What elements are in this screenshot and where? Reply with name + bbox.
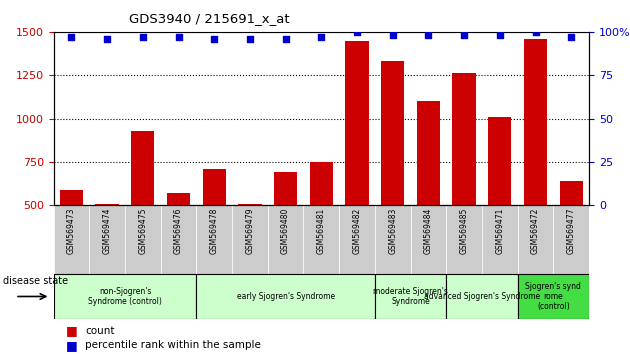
- Point: [316, 34, 326, 40]
- Text: ■: ■: [66, 325, 78, 337]
- Bar: [54, 205, 89, 274]
- Text: non-Sjogren's
Syndrome (control): non-Sjogren's Syndrome (control): [88, 287, 162, 306]
- Bar: [310, 162, 333, 292]
- Text: GSM569472: GSM569472: [531, 207, 540, 254]
- Bar: [381, 61, 404, 292]
- Text: GSM569474: GSM569474: [103, 207, 112, 254]
- Bar: [524, 39, 547, 292]
- Bar: [345, 41, 369, 292]
- Point: [138, 34, 148, 40]
- Point: [245, 36, 255, 42]
- Point: [102, 36, 112, 42]
- Point: [459, 33, 469, 38]
- Bar: [559, 181, 583, 292]
- Bar: [60, 190, 83, 292]
- Point: [352, 29, 362, 35]
- Bar: [54, 274, 197, 319]
- Text: moderate Sjogren's
Syndrome: moderate Sjogren's Syndrome: [373, 287, 448, 306]
- Text: GSM569485: GSM569485: [460, 207, 469, 254]
- Bar: [125, 205, 161, 274]
- Bar: [131, 131, 154, 292]
- Bar: [375, 274, 446, 319]
- Bar: [268, 205, 304, 274]
- Bar: [375, 205, 411, 274]
- Bar: [417, 101, 440, 292]
- Text: advanced Sjogren's Syndrome: advanced Sjogren's Syndrome: [424, 292, 540, 301]
- Text: GSM569473: GSM569473: [67, 207, 76, 254]
- Text: GSM569481: GSM569481: [317, 207, 326, 253]
- Point: [280, 36, 290, 42]
- Text: GSM569471: GSM569471: [495, 207, 504, 254]
- Bar: [304, 205, 339, 274]
- Text: GSM569480: GSM569480: [281, 207, 290, 254]
- Text: GSM569477: GSM569477: [567, 207, 576, 254]
- Text: Sjogren's synd
rome
(control): Sjogren's synd rome (control): [525, 281, 581, 312]
- Text: GSM569483: GSM569483: [388, 207, 397, 254]
- Bar: [167, 193, 190, 292]
- Text: count: count: [85, 326, 115, 336]
- Text: GSM569475: GSM569475: [139, 207, 147, 254]
- Point: [209, 36, 219, 42]
- Bar: [274, 172, 297, 292]
- Bar: [89, 205, 125, 274]
- Bar: [518, 205, 553, 274]
- Text: GSM569476: GSM569476: [174, 207, 183, 254]
- Bar: [197, 274, 375, 319]
- Bar: [553, 205, 589, 274]
- Text: disease state: disease state: [3, 275, 68, 286]
- Bar: [411, 205, 446, 274]
- Text: GSM569484: GSM569484: [424, 207, 433, 254]
- Bar: [203, 169, 226, 292]
- Text: GDS3940 / 215691_x_at: GDS3940 / 215691_x_at: [129, 12, 290, 25]
- Point: [495, 33, 505, 38]
- Point: [387, 33, 398, 38]
- Text: GSM569478: GSM569478: [210, 207, 219, 254]
- Bar: [96, 204, 118, 292]
- Bar: [518, 274, 589, 319]
- Bar: [482, 205, 518, 274]
- Bar: [446, 274, 518, 319]
- Text: early Sjogren's Syndrome: early Sjogren's Syndrome: [236, 292, 335, 301]
- Bar: [446, 205, 482, 274]
- Bar: [161, 205, 197, 274]
- Bar: [232, 205, 268, 274]
- Point: [173, 34, 183, 40]
- Bar: [339, 205, 375, 274]
- Bar: [238, 204, 261, 292]
- Text: GSM569479: GSM569479: [246, 207, 255, 254]
- Point: [530, 29, 541, 35]
- Point: [423, 33, 433, 38]
- Text: GSM569482: GSM569482: [353, 207, 362, 253]
- Bar: [197, 205, 232, 274]
- Bar: [488, 117, 512, 292]
- Point: [566, 34, 576, 40]
- Text: ■: ■: [66, 339, 78, 352]
- Bar: [452, 74, 476, 292]
- Text: percentile rank within the sample: percentile rank within the sample: [85, 340, 261, 350]
- Point: [66, 34, 76, 40]
